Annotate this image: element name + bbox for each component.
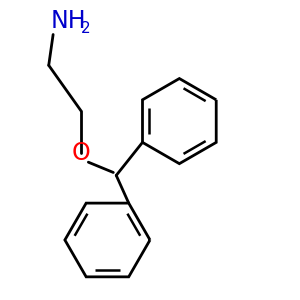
Text: 2: 2 [81,21,91,36]
Text: NH: NH [50,9,86,33]
Text: O: O [72,141,90,165]
